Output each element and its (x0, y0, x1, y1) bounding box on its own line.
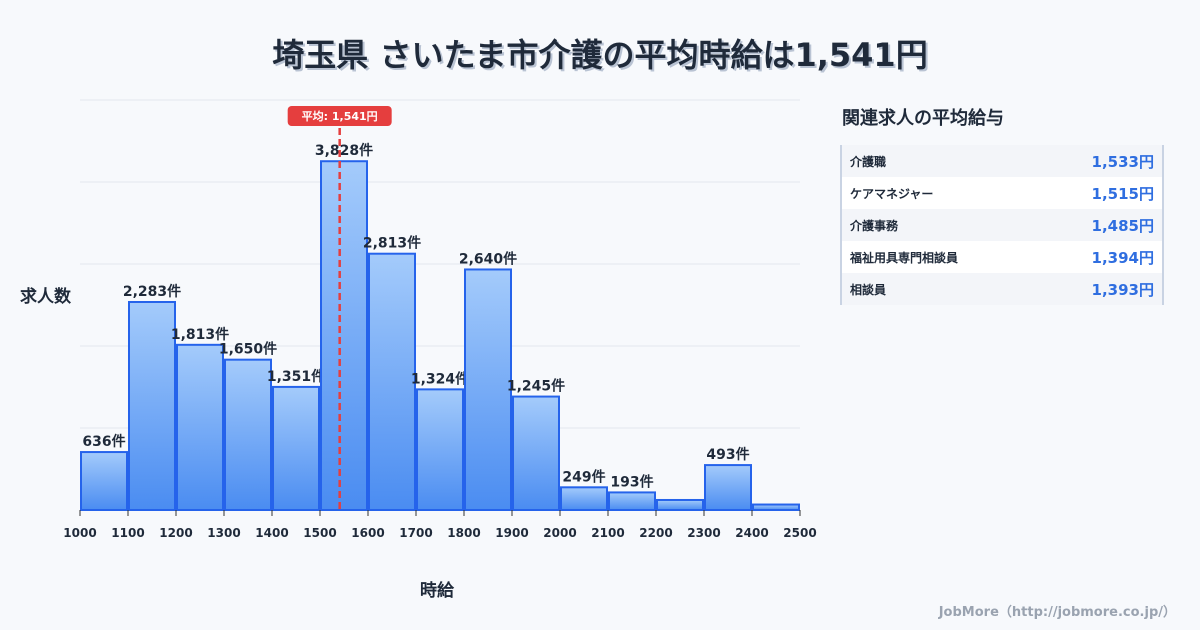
bar-value-label: 3,828件 (315, 142, 373, 159)
job-label: 福祉用具専門相談員 (850, 250, 959, 265)
histogram-bar (272, 385, 320, 511)
histogram-bar (560, 486, 608, 511)
job-label: 介護職 (850, 154, 887, 169)
x-tick-label: 2100 (591, 526, 624, 540)
x-tick-label: 2500 (783, 526, 816, 540)
page-title: 埼玉県 さいたま市介護の平均時給は1,541円 (272, 36, 928, 74)
table-row: 相談員 1,393円 (842, 273, 1162, 305)
footer-credit: JobMore（http://jobmore.co.jp/） (938, 605, 1176, 620)
histogram-bar (704, 464, 752, 511)
histogram-bar (128, 300, 176, 512)
bar-value-label: 1,324件 (411, 370, 469, 387)
job-wage: 1,485円 (1091, 216, 1154, 235)
bar-value-label: 1,351件 (267, 368, 325, 385)
x-tick-label: 2400 (735, 526, 768, 540)
histogram-bar (464, 268, 512, 512)
job-wage: 1,393円 (1091, 280, 1154, 299)
histogram-bar (512, 395, 560, 512)
x-tick-label: 2200 (639, 526, 672, 540)
bar-value-label: 249件 (562, 468, 605, 485)
x-tick-label: 1200 (159, 526, 192, 540)
average-label: 平均: 1,541円 (302, 109, 378, 123)
x-tick-label: 1100 (111, 526, 144, 540)
bar-value-label: 2,813件 (363, 235, 421, 252)
job-label: 相談員 (850, 282, 887, 297)
histogram-bar (608, 491, 656, 512)
x-tick-label: 1500 (303, 526, 336, 540)
bar-value-label: 193件 (610, 473, 653, 490)
x-tick-label: 1000 (63, 526, 96, 540)
x-tick-label: 1700 (399, 526, 432, 540)
bar-value-label: 2,640件 (459, 250, 517, 267)
x-tick-label: 1800 (447, 526, 480, 540)
bar-value-label: 1,245件 (507, 378, 565, 395)
bar-value-label: 1,650件 (219, 341, 277, 358)
bar-value-label: 1,813件 (171, 326, 229, 343)
histogram-bar (752, 503, 800, 511)
y-axis-label: 求人数 (20, 287, 71, 307)
table-row: 介護職 1,533円 (842, 145, 1162, 177)
job-wage: 1,533円 (1091, 152, 1154, 171)
job-label: ケアマネジャー (850, 186, 934, 201)
table-row: ケアマネジャー 1,515円 (842, 177, 1162, 209)
x-tick-label: 1900 (495, 526, 528, 540)
histogram-bar (224, 358, 272, 511)
bar-value-label: 2,283件 (123, 283, 181, 300)
histogram-bar (320, 160, 368, 512)
job-wage: 1,515円 (1091, 184, 1154, 203)
bar-value-label: 636件 (82, 433, 125, 450)
job-wage: 1,394円 (1091, 248, 1154, 267)
table-row: 福祉用具専門相談員 1,394円 (842, 241, 1162, 273)
related-title: 関連求人の平均給与 (842, 108, 1004, 129)
histogram-bar (416, 388, 464, 512)
table-row: 介護事務 1,485円 (842, 209, 1162, 241)
x-axis-label: 時給 (420, 581, 454, 601)
histogram-bar (368, 252, 416, 511)
histogram-bar (176, 343, 224, 511)
x-tick-label: 1300 (207, 526, 240, 540)
histogram-bar (80, 451, 128, 512)
bar-value-label: 493件 (706, 446, 749, 463)
related-salary-table: 介護職 1,533円 ケアマネジャー 1,515円 介護事務 1,485円 福祉用具専… (840, 145, 1164, 305)
x-tick-label: 2300 (687, 526, 720, 540)
job-label: 介護事務 (850, 218, 899, 233)
average-badge (287, 106, 392, 126)
x-tick-label: 1600 (351, 526, 384, 540)
x-tick-label: 2000 (543, 526, 576, 540)
histogram-bar (656, 498, 704, 512)
x-tick-label: 1400 (255, 526, 288, 540)
